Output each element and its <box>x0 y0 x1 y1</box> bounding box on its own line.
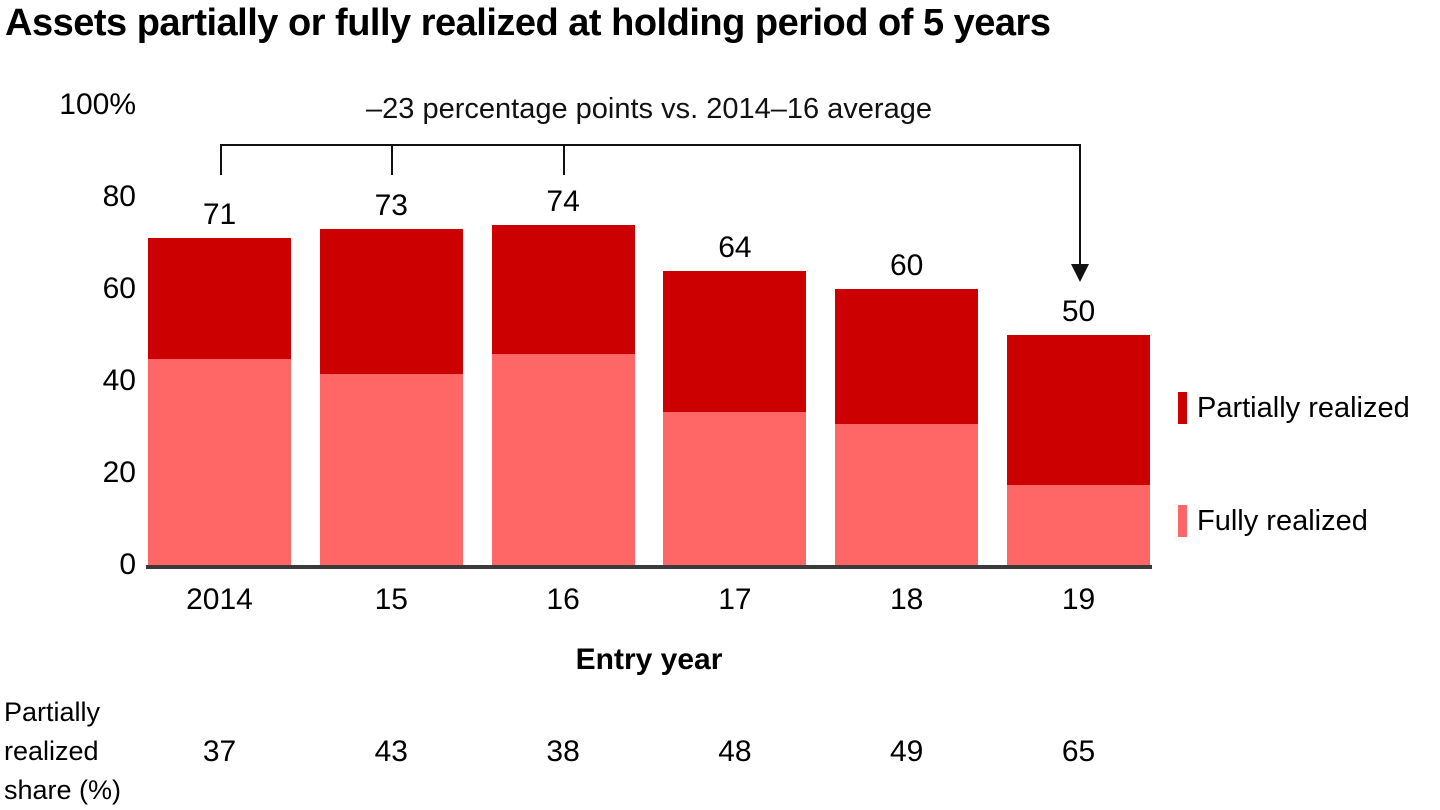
legend-label-fully-realized: Fully realized <box>1197 504 1368 537</box>
bar-segment-fully-realized <box>319 373 463 565</box>
share-value: 38 <box>546 735 580 768</box>
legend-item-fully-realized: Fully realized <box>1178 505 1368 537</box>
bar-segment-fully-realized <box>835 424 979 565</box>
x-tick-label: 2014 <box>186 583 253 616</box>
bar-segment-fully-realized <box>1007 484 1150 565</box>
x-axis-line <box>146 565 1152 569</box>
bar-total-label: 64 <box>718 230 752 264</box>
y-tick-label: 100% <box>59 88 136 121</box>
legend-label-partially-realized: Partially realized <box>1197 391 1410 424</box>
x-tick-label: 16 <box>546 583 580 616</box>
annotation-bracket-tick <box>563 144 566 175</box>
share-value: 48 <box>718 735 752 768</box>
annotation-bracket-tick <box>391 144 394 175</box>
share-value: 65 <box>1061 735 1096 768</box>
y-tick-label: 0 <box>119 548 136 581</box>
share-value: 37 <box>202 735 237 768</box>
share-table-row-label-line1: Partially <box>4 697 101 727</box>
share-table-row-label-line2: realized <box>4 736 99 766</box>
bar-segment-partially-realized <box>663 270 807 412</box>
legend-item-partially-realized: Partially realized <box>1178 392 1410 424</box>
annotation-arrowhead-icon <box>1070 264 1089 282</box>
y-tick-label: 20 <box>102 456 136 489</box>
bar-total-label: 74 <box>546 184 580 218</box>
x-tick-label: 19 <box>1061 583 1096 616</box>
bar-segment-fully-realized <box>148 359 291 565</box>
bar-total-label: 73 <box>374 189 408 223</box>
share-table-row-label-line3: share (%) <box>4 775 122 805</box>
bar-segment-partially-realized <box>1007 335 1150 485</box>
bar-segment-partially-realized <box>319 229 463 374</box>
bar-segment-partially-realized <box>835 289 979 425</box>
y-tick-label: 40 <box>102 364 136 397</box>
share-value: 43 <box>374 735 408 768</box>
share-value: 49 <box>890 735 924 768</box>
bar-total-label: 60 <box>890 249 924 282</box>
x-tick-label: 18 <box>890 583 924 616</box>
legend-swatch-fully-realized <box>1178 505 1187 537</box>
y-tick-label: 80 <box>102 180 136 213</box>
x-axis-title: Entry year <box>575 643 723 676</box>
bar-total-label: 50 <box>1061 295 1096 328</box>
x-tick-label: 17 <box>718 583 752 616</box>
bar-segment-partially-realized <box>148 238 291 360</box>
legend-swatch-partially-realized <box>1178 392 1187 424</box>
bar-segment-partially-realized <box>491 224 635 354</box>
annotation-text: –23 percentage points vs. 2014–16 averag… <box>366 93 932 125</box>
annotation-bracket-tick <box>219 144 222 175</box>
chart-title: Assets partially or fully realized at ho… <box>5 2 1051 44</box>
bar-segment-fully-realized <box>663 411 807 565</box>
share-table-row-label: Partially realized share (%) <box>4 693 154 810</box>
bar-segment-fully-realized <box>491 353 635 565</box>
annotation-arrow-shaft <box>1078 144 1081 265</box>
bar-total-label: 71 <box>202 198 237 232</box>
y-tick-label: 60 <box>102 272 136 305</box>
x-tick-label: 15 <box>374 583 408 616</box>
annotation-bracket-line <box>219 144 1081 146</box>
